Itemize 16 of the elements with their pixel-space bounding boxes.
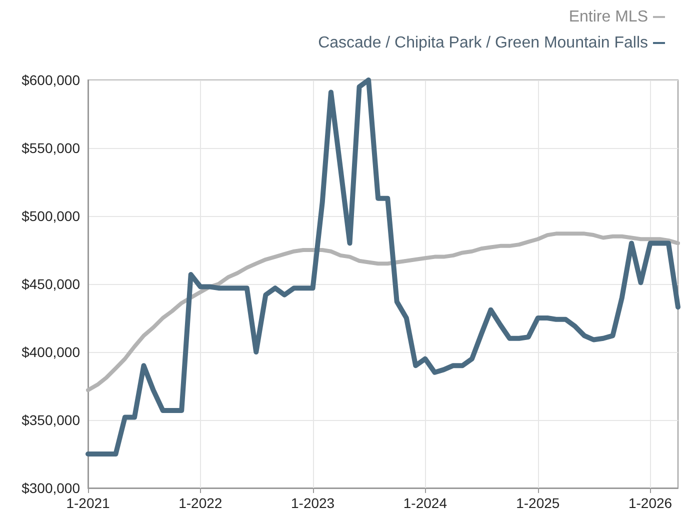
y-tick-label: $350,000 [22,412,80,428]
x-tick-label: 1-2026 [628,495,672,511]
x-tick-label: 1-2021 [66,495,110,511]
y-tick-label: $600,000 [22,72,80,88]
x-tick-label: 1-2022 [178,495,222,511]
y-tick-label: $500,000 [22,208,80,224]
y-tick-label: $450,000 [22,276,80,292]
x-tick-label: 1-2025 [516,495,560,511]
x-tick-label: 1-2024 [403,495,448,511]
legend-label: Cascade / Chipita Park / Green Mountain Falls [318,34,648,52]
legend-label: Entire MLS [568,8,648,26]
y-tick-label: $300,000 [22,480,80,496]
x-tick-label: 1-2023 [290,495,335,511]
line-series [86,232,680,392]
y-tick-label: $400,000 [22,344,80,360]
y-tick-label: $550,000 [22,140,80,156]
